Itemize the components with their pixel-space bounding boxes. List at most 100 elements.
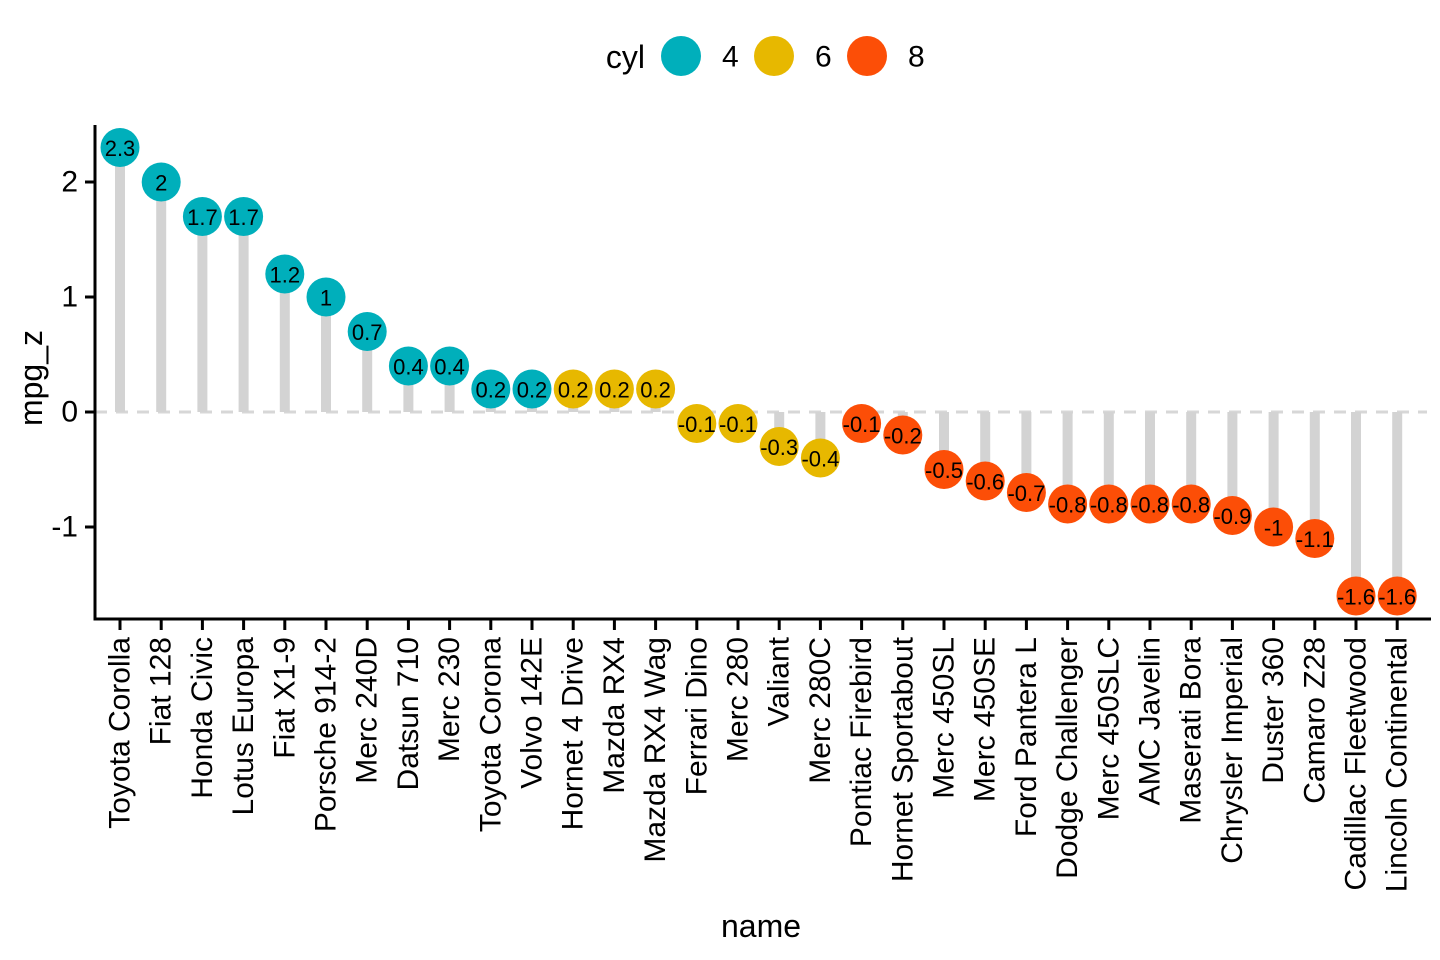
lollipop-dot: [265, 254, 305, 294]
x-tick-label: Maserati Bora: [1175, 637, 1208, 824]
x-tick-label: Fiat 128: [145, 637, 178, 745]
lollipop-dot: [1089, 484, 1129, 524]
legend-item-label: 8: [908, 41, 925, 74]
x-tick-label: Ferrari Dino: [680, 637, 713, 795]
lollipop-dot: [1130, 484, 1170, 524]
x-tick-label: Hornet Sportabout: [886, 636, 919, 882]
lollipop-dot: [1048, 484, 1088, 524]
dot-value-label: -0.8: [1172, 493, 1210, 518]
lollipop-dot: [1295, 519, 1335, 558]
x-tick-label: Volvo 142E: [516, 637, 549, 789]
legend-item-label: 4: [722, 41, 739, 74]
dot-value-label: 0.2: [640, 378, 671, 403]
dot-value-label: 0.2: [558, 378, 589, 403]
lollipop-dot: [883, 415, 923, 455]
dot-value-label: -1.6: [1378, 585, 1416, 610]
dot-value-label: -0.8: [1090, 493, 1128, 518]
x-tick-label: Duster 360: [1257, 637, 1290, 784]
lollipop-dot: [430, 346, 470, 386]
dot-value-label: 1.2: [270, 263, 301, 288]
legend-item-label: 6: [815, 41, 832, 74]
dot-value-label: -0.6: [966, 470, 1004, 495]
lollipop-dot: [224, 197, 264, 236]
x-tick-label: Toyota Corolla: [104, 637, 137, 829]
x-tick-label: Valiant: [763, 636, 796, 726]
lollipop-dot: [800, 438, 840, 478]
x-tick-label: Pontiac Firebird: [845, 637, 878, 847]
lollipop-dot: [718, 404, 758, 443]
dot-value-label: -1: [1264, 516, 1284, 541]
lollipop-dot: [636, 369, 676, 409]
lollipop-dot: [471, 369, 511, 409]
x-axis-title: name: [721, 908, 801, 944]
lollipop-dot: [1336, 576, 1376, 616]
dot-value-label: 2.3: [105, 136, 136, 161]
lollipop-dot: [1212, 496, 1252, 535]
lollipop-dot: [100, 128, 140, 167]
lollipop-dot: [759, 427, 799, 466]
dot-value-label: 0.7: [352, 320, 383, 345]
lollipop-dot: [306, 277, 346, 317]
lollipop-dot: [677, 404, 717, 443]
x-tick-label: Toyota Corona: [474, 637, 507, 832]
lollipop-dot: [141, 162, 181, 202]
dot-value-label: 2: [155, 171, 167, 196]
x-tick-label: Cadillac Fleetwood: [1340, 637, 1373, 890]
lollipop-dot: [1254, 507, 1294, 547]
legend-swatch-4: [661, 36, 701, 76]
lollipop-dot: [388, 346, 428, 386]
x-tick-label: Fiat X1-9: [268, 637, 301, 759]
lollipop-dot: [347, 312, 387, 351]
dot-value-label: -0.4: [801, 447, 839, 472]
dot-value-label: -0.8: [1131, 493, 1169, 518]
x-tick-label: Merc 280C: [804, 637, 837, 784]
dot-value-label: -1.6: [1337, 585, 1375, 610]
y-tick-label: 2: [61, 166, 78, 199]
x-tick-label: Merc 450SL: [928, 637, 961, 799]
dot-value-label: 0.4: [434, 355, 465, 380]
x-tick-label: Datsun 710: [392, 637, 425, 790]
y-axis-title: mpg_z: [13, 330, 49, 426]
lollipop-dot: [965, 461, 1005, 501]
dot-value-label: -0.2: [884, 424, 922, 449]
lollipop-dot: [1171, 484, 1211, 524]
x-tick-label: Merc 240D: [351, 637, 384, 784]
x-tick-label: Lincoln Continental: [1381, 637, 1414, 892]
lollipop-dot: [842, 404, 882, 443]
x-tick-label: Merc 450SE: [969, 637, 1002, 802]
dot-value-label: -0.1: [843, 412, 881, 437]
x-tick-label: Merc 280: [722, 637, 755, 762]
x-tick-label: Camaro Z28: [1298, 637, 1331, 804]
x-tick-label: Merc 450SLC: [1092, 637, 1125, 820]
legend-swatch-6: [754, 36, 794, 76]
dot-value-label: 0.2: [599, 378, 630, 403]
dot-value-label: -0.1: [719, 412, 757, 437]
legend-title: cyl: [606, 39, 645, 75]
dot-value-label: 1.7: [187, 205, 218, 230]
y-tick-label: 1: [61, 281, 78, 314]
dot-value-label: 0.4: [393, 355, 424, 380]
dot-value-label: -0.5: [925, 458, 963, 483]
y-tick-label: -1: [51, 511, 78, 544]
dot-value-label: -0.1: [678, 412, 716, 437]
dot-value-label: -0.9: [1213, 504, 1251, 529]
x-tick-label: AMC Javelin: [1134, 637, 1167, 805]
x-tick-label: Porsche 914-2: [310, 637, 343, 832]
x-tick-label: Hornet 4 Drive: [557, 637, 590, 830]
x-tick-label: Honda Civic: [186, 637, 219, 799]
dot-value-label: -0.7: [1007, 481, 1045, 506]
lollipop-dot: [182, 197, 222, 236]
lollipop-dot: [553, 369, 593, 409]
legend-swatch-8: [847, 36, 887, 76]
lollipop-dot: [1377, 576, 1417, 616]
x-tick-label: Mazda RX4: [598, 637, 631, 794]
x-tick-label: Dodge Challenger: [1051, 637, 1084, 879]
dot-value-label: -0.3: [760, 435, 798, 460]
x-tick-label: Lotus Europa: [227, 637, 260, 816]
x-tick-label: Mazda RX4 Wag: [639, 637, 672, 863]
dot-value-label: 1.7: [228, 205, 259, 230]
dot-value-label: 1: [320, 286, 332, 311]
lollipop-dot: [594, 369, 634, 409]
